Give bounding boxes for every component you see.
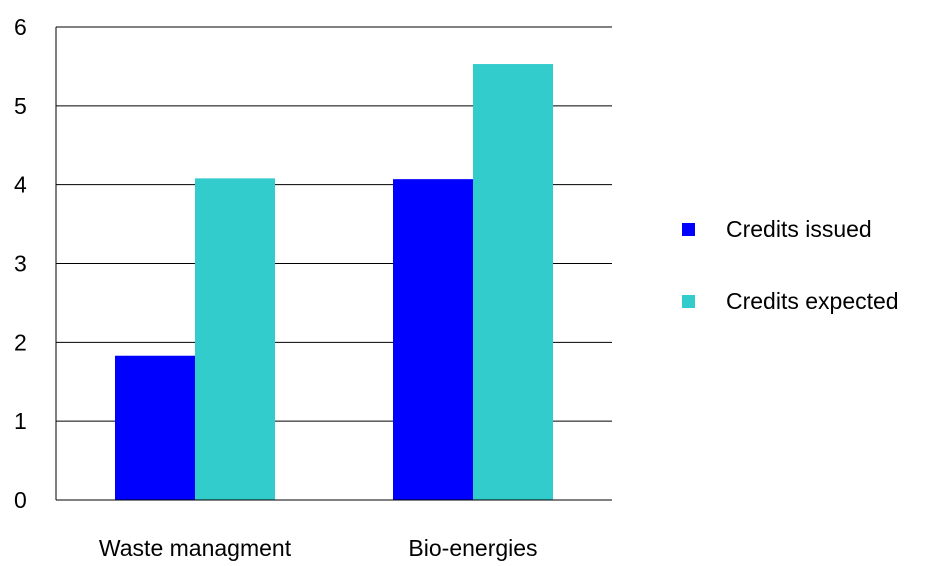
axes [55,27,612,501]
bars [115,64,553,501]
y-tick-label: 3 [14,251,27,277]
legend-label: Credits expected [726,288,899,314]
bar [115,355,195,500]
x-category-label: Waste managment [99,535,292,561]
bar [195,178,275,501]
y-tick-label: 5 [14,93,27,119]
x-category-labels: Waste managment Bio-energies [99,535,538,561]
legend: Credits issued Credits expected [682,216,899,314]
x-category-label: Bio-energies [408,535,537,561]
bar [393,179,473,501]
y-tick-label: 4 [14,172,27,198]
legend-swatch [682,295,695,308]
y-tick-label: 6 [14,14,27,40]
legend-swatch [682,223,695,236]
y-tick-label: 2 [14,329,27,355]
legend-label: Credits issued [726,216,872,242]
y-tick-label: 0 [14,487,27,513]
y-tick-label: 1 [14,408,27,434]
y-tick-labels: 0 1 2 3 4 5 6 [14,14,27,513]
bar [473,64,553,500]
